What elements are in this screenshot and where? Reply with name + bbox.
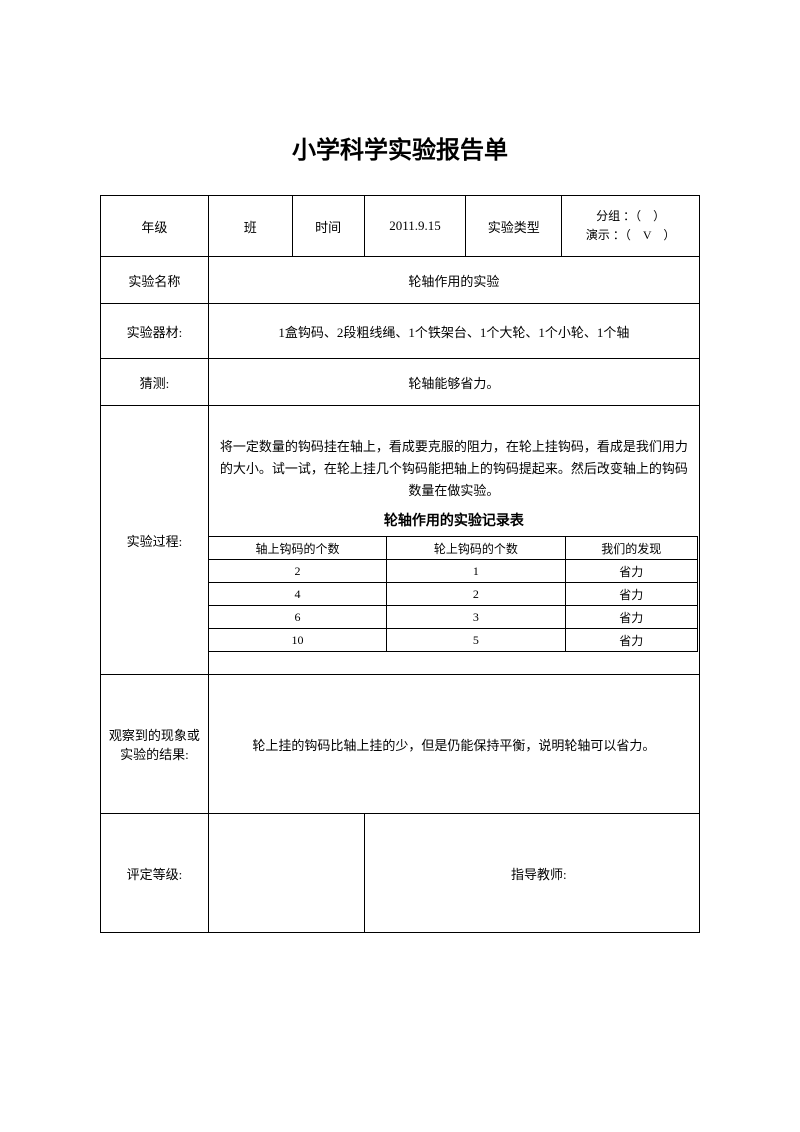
process-content: 将一定数量的钩码挂在轴上，看成要克服的阻力，在轮上挂钩码，看成是我们用力的大小。…: [208, 406, 699, 675]
record-cell: 1: [387, 560, 565, 583]
record-h1: 轮上钩码的个数: [387, 537, 565, 560]
observation-value: 轮上挂的钩码比轴上挂的少，但是仍能保持平衡，说明轮轴可以省力。: [208, 675, 699, 814]
time-value: 2011.9.15: [364, 196, 466, 257]
process-description: 将一定数量的钩码挂在轴上，看成要克服的阻力，在轮上挂钩码，看成是我们用力的大小。…: [209, 436, 699, 502]
record-row: 10 5 省力: [208, 629, 697, 652]
record-h2: 我们的发现: [565, 537, 697, 560]
record-header-row: 轴上钩码的个数 轮上钩码的个数 我们的发现: [208, 537, 697, 560]
evaluation-grade-value: [208, 814, 364, 933]
row-name: 实验名称 轮轴作用的实验: [101, 257, 700, 304]
type-group: 分组 ：（ ）: [568, 207, 693, 226]
record-row: 2 1 省力: [208, 560, 697, 583]
record-cell: 省力: [565, 560, 697, 583]
guess-label: 猜测:: [101, 359, 209, 406]
time-label: 时间: [292, 196, 364, 257]
record-cell: 2: [208, 560, 386, 583]
class-label: 班: [208, 196, 292, 257]
report-title: 小学科学实验报告单: [100, 130, 700, 165]
record-cell: 6: [208, 606, 386, 629]
record-row: 4 2 省力: [208, 583, 697, 606]
row-process: 实验过程: 将一定数量的钩码挂在轴上，看成要克服的阻力，在轮上挂钩码，看成是我们…: [101, 406, 700, 675]
row-observation: 观察到的现象或实验的结果: 轮上挂的钩码比轴上挂的少，但是仍能保持平衡，说明轮轴…: [101, 675, 700, 814]
record-cell: 4: [208, 583, 386, 606]
observation-label: 观察到的现象或实验的结果:: [101, 675, 209, 814]
type-demo: 演示 ：（ V ）: [568, 226, 693, 245]
row-equipment: 实验器材: 1盒钩码、2段粗线绳、1个铁架台、1个大轮、1个小轮、1个轴: [101, 304, 700, 359]
process-label: 实验过程:: [101, 406, 209, 675]
record-row: 6 3 省力: [208, 606, 697, 629]
record-h0: 轴上钩码的个数: [208, 537, 386, 560]
equipment-label: 实验器材:: [101, 304, 209, 359]
process-subtitle: 轮轴作用的实验记录表: [209, 510, 699, 530]
record-table: 轴上钩码的个数 轮上钩码的个数 我们的发现 2 1 省力 4 2 省力: [208, 536, 698, 652]
record-cell: 5: [387, 629, 565, 652]
record-cell: 省力: [565, 629, 697, 652]
type-label: 实验类型: [466, 196, 562, 257]
name-label: 实验名称: [101, 257, 209, 304]
report-table: 年级 班 时间 2011.9.15 实验类型 分组 ：（ ） 演示 ：（ V ）…: [100, 195, 700, 933]
row-guess: 猜测: 轮轴能够省力。: [101, 359, 700, 406]
record-cell: 省力: [565, 606, 697, 629]
row-evaluation: 评定等级: 指导教师:: [101, 814, 700, 933]
name-value: 轮轴作用的实验: [208, 257, 699, 304]
record-cell: 省力: [565, 583, 697, 606]
evaluation-grade-label: 评定等级:: [101, 814, 209, 933]
grade-label: 年级: [101, 196, 209, 257]
equipment-value: 1盒钩码、2段粗线绳、1个铁架台、1个大轮、1个小轮、1个轴: [208, 304, 699, 359]
row-header: 年级 班 时间 2011.9.15 实验类型 分组 ：（ ） 演示 ：（ V ）: [101, 196, 700, 257]
type-options: 分组 ：（ ） 演示 ：（ V ）: [562, 196, 700, 257]
record-cell: 2: [387, 583, 565, 606]
evaluation-teacher-label: 指导教师:: [364, 814, 699, 933]
guess-value: 轮轴能够省力。: [208, 359, 699, 406]
record-cell: 10: [208, 629, 386, 652]
record-cell: 3: [387, 606, 565, 629]
